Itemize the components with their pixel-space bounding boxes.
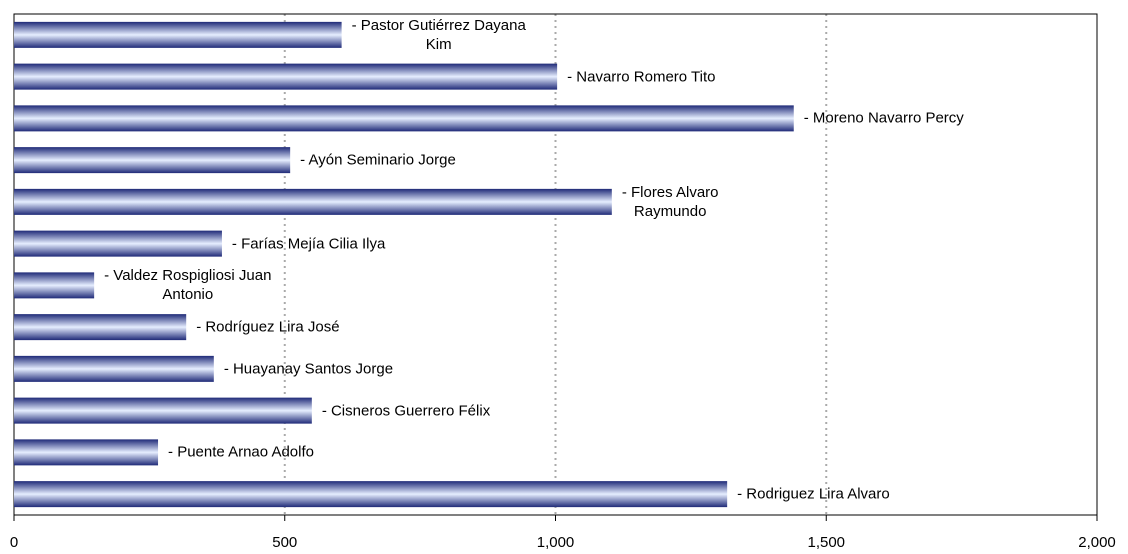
bar-label: - Rodríguez Lira José — [196, 318, 340, 336]
plot-frame — [13, 13, 1098, 516]
bar-label: - Farías Mejía Cilia Ilya — [231, 235, 386, 253]
bar — [14, 439, 159, 466]
bar — [14, 147, 291, 174]
bar-label: - Ayón Seminario Jorge — [300, 151, 456, 169]
bar — [14, 230, 222, 257]
x-tick-label: 1,500 — [807, 534, 846, 551]
bar — [14, 105, 794, 132]
bar — [14, 63, 558, 90]
bar-label: - Rodriguez Lira Alvaro — [737, 485, 890, 503]
bar-label: - Puente Arnao Adolfo — [168, 443, 314, 461]
bar — [14, 188, 612, 215]
x-tick-label: 1,000 — [536, 534, 575, 551]
bar-label: - Flores Alvaro Raymundo — [621, 183, 719, 220]
x-tick-label: 2,000 — [1078, 534, 1116, 551]
x-tick-label: 500 — [272, 534, 298, 551]
bar — [14, 355, 214, 382]
bar-label: - Huayanay Santos Jorge — [223, 360, 394, 378]
bar — [14, 272, 95, 299]
bar-label: - Navarro Romero Tito — [567, 68, 716, 86]
bar-label: - Valdez Rospigliosi Juan Antonio — [104, 267, 272, 304]
bar — [14, 21, 342, 48]
bar-label: - Moreno Navarro Percy — [803, 109, 964, 127]
bar — [14, 481, 728, 508]
bar — [14, 314, 187, 341]
bar-label: - Cisneros Guerrero Félix — [321, 402, 491, 420]
x-tick-label: 0 — [9, 534, 19, 551]
bar — [14, 397, 312, 424]
bar-label: - Pastor Gutiérrez Dayana Kim — [351, 16, 526, 53]
